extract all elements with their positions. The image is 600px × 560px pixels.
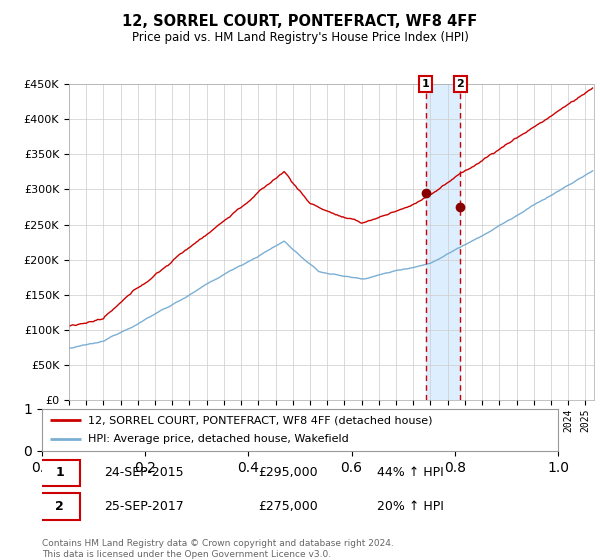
Text: Contains HM Land Registry data © Crown copyright and database right 2024.
This d: Contains HM Land Registry data © Crown c…	[42, 539, 394, 559]
Text: 1: 1	[55, 466, 64, 479]
FancyBboxPatch shape	[40, 493, 80, 520]
Text: 44% ↑ HPI: 44% ↑ HPI	[377, 466, 444, 479]
Text: 1: 1	[422, 79, 430, 89]
Text: 2: 2	[457, 79, 464, 89]
Text: 12, SORREL COURT, PONTEFRACT, WF8 4FF: 12, SORREL COURT, PONTEFRACT, WF8 4FF	[122, 14, 478, 29]
Text: 2: 2	[55, 500, 64, 513]
FancyBboxPatch shape	[40, 460, 80, 486]
Text: 24-SEP-2015: 24-SEP-2015	[104, 466, 184, 479]
Text: Price paid vs. HM Land Registry's House Price Index (HPI): Price paid vs. HM Land Registry's House …	[131, 31, 469, 44]
Bar	[426, 84, 460, 400]
Text: £275,000: £275,000	[259, 500, 319, 513]
Text: 20% ↑ HPI: 20% ↑ HPI	[377, 500, 444, 513]
Text: 25-SEP-2017: 25-SEP-2017	[104, 500, 184, 513]
Text: £295,000: £295,000	[259, 466, 319, 479]
Text: 12, SORREL COURT, PONTEFRACT, WF8 4FF (detached house): 12, SORREL COURT, PONTEFRACT, WF8 4FF (d…	[88, 415, 433, 425]
Text: HPI: Average price, detached house, Wakefield: HPI: Average price, detached house, Wake…	[88, 435, 349, 445]
